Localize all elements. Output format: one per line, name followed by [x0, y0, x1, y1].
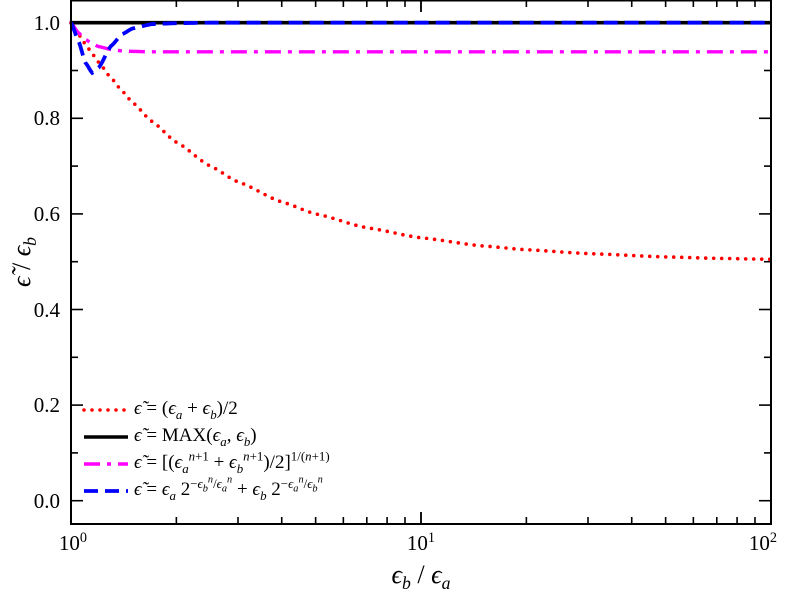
series-lines — [69, 20, 773, 262]
y-axis-label: ϵ̃ / ϵb — [7, 236, 41, 288]
series-line-4 — [69, 20, 771, 76]
x-axis-label: ϵb / ϵa — [391, 560, 451, 590]
legend-entry-3: ϵ̃ = [(ϵan+1 + ϵbn+1)/2]1/(n+1) — [134, 448, 330, 476]
legend-entry-1: ϵ̃ = (ϵa + ϵb)/2 — [134, 398, 238, 422]
plot-frame — [70, 0, 772, 525]
y-tick-label: 0.8 — [33, 106, 60, 131]
legend-entry-2: ϵ̃ = MAX(ϵa, ϵb) — [134, 425, 257, 449]
x-tick-label: 101 — [406, 530, 436, 555]
y-tick-label: 0.6 — [33, 201, 60, 226]
y-tick-label: 1.0 — [33, 10, 60, 35]
legend-entry-4: ϵ̃ = ϵa 2−ϵbn/ϵan + ϵb 2−ϵan/ϵbn — [134, 474, 323, 503]
y-tick-label: 0.4 — [33, 297, 60, 322]
legend-swatches — [82, 408, 130, 493]
x-tick-label: 100 — [58, 530, 88, 555]
series-line-3 — [69, 21, 771, 54]
x-tick-label: 102 — [748, 530, 778, 555]
series-line-1 — [69, 20, 773, 262]
y-tick-label: 0.0 — [33, 488, 60, 513]
y-tick-label: 0.2 — [33, 393, 60, 418]
